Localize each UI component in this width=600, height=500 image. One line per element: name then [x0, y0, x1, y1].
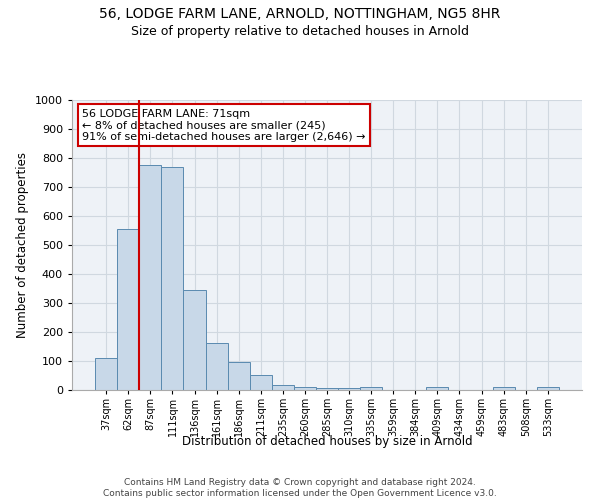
- Bar: [206, 342, 227, 390]
- Bar: [537, 387, 559, 390]
- Text: Size of property relative to detached houses in Arnold: Size of property relative to detached ho…: [131, 25, 469, 38]
- Y-axis label: Number of detached properties: Number of detached properties: [16, 152, 29, 338]
- Text: 56 LODGE FARM LANE: 71sqm
← 8% of detached houses are smaller (245)
91% of semi-: 56 LODGE FARM LANE: 71sqm ← 8% of detach…: [82, 108, 366, 142]
- Text: 56, LODGE FARM LANE, ARNOLD, NOTTINGHAM, NG5 8HR: 56, LODGE FARM LANE, ARNOLD, NOTTINGHAM,…: [100, 8, 500, 22]
- Bar: [250, 374, 272, 390]
- Bar: [117, 229, 139, 390]
- Bar: [427, 387, 448, 390]
- Bar: [316, 388, 338, 390]
- Bar: [360, 388, 382, 390]
- Bar: [184, 290, 206, 390]
- Bar: [161, 166, 184, 390]
- Bar: [139, 166, 161, 390]
- Text: Distribution of detached houses by size in Arnold: Distribution of detached houses by size …: [182, 435, 472, 448]
- Bar: [294, 387, 316, 390]
- Bar: [338, 388, 360, 390]
- Bar: [227, 362, 250, 390]
- Bar: [493, 387, 515, 390]
- Text: Contains HM Land Registry data © Crown copyright and database right 2024.
Contai: Contains HM Land Registry data © Crown c…: [103, 478, 497, 498]
- Bar: [95, 358, 117, 390]
- Bar: [272, 385, 294, 390]
